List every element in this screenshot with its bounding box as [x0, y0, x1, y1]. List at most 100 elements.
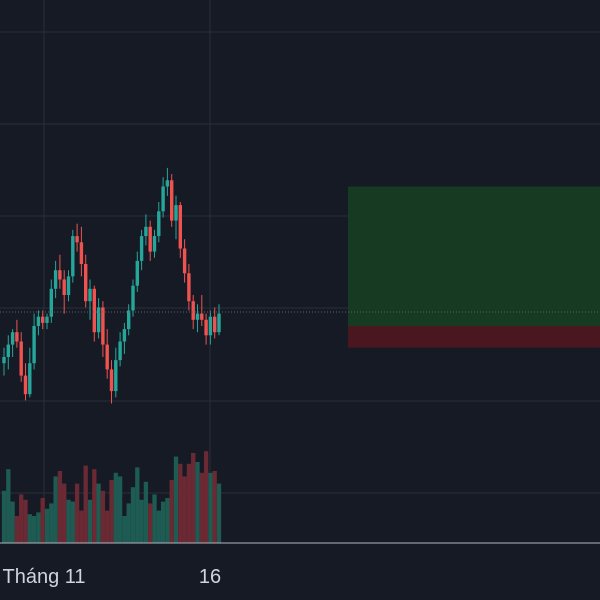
volume-bar	[19, 494, 24, 543]
candle	[139, 229, 144, 271]
volume-bar	[160, 501, 166, 543]
candle-body	[122, 329, 127, 342]
volume-bar	[191, 453, 196, 543]
candle-body	[105, 344, 109, 370]
candle-body	[139, 236, 144, 261]
volume-bar	[117, 476, 123, 543]
candle	[101, 301, 105, 357]
volume-bar	[6, 469, 11, 543]
volume-bar	[173, 456, 179, 543]
candle	[170, 174, 174, 227]
volume-bar	[148, 503, 153, 543]
candle-body	[23, 375, 28, 395]
volume-bar	[165, 498, 170, 543]
candle-body	[45, 316, 49, 323]
volume-bar	[182, 476, 187, 543]
volume-bar	[36, 512, 41, 543]
candle	[200, 295, 204, 326]
candle	[6, 335, 10, 370]
candle	[41, 310, 45, 330]
volume-bar	[66, 499, 71, 543]
volume-bar	[105, 510, 110, 543]
candle-body	[96, 307, 101, 333]
candle-body	[71, 236, 75, 277]
candle	[53, 260, 58, 299]
candle	[79, 226, 84, 277]
volume-bar	[122, 516, 127, 543]
volume-bar	[92, 469, 97, 543]
candle-body	[66, 276, 71, 295]
candle	[28, 347, 32, 398]
candle-body	[191, 301, 195, 320]
candle-body	[6, 344, 10, 357]
candle	[88, 279, 92, 320]
candle-body	[118, 341, 122, 361]
candle-body	[148, 226, 152, 252]
candle	[131, 279, 135, 317]
candle	[114, 347, 118, 398]
candle	[152, 229, 157, 258]
volume-bar	[113, 472, 118, 543]
volume-bar	[126, 503, 131, 543]
candle	[19, 332, 23, 382]
volume-bar	[1, 490, 7, 543]
volume-bar	[216, 483, 222, 543]
candle-body	[62, 279, 66, 295]
candle	[148, 220, 152, 261]
candle-body	[157, 211, 161, 237]
candle-body	[135, 260, 139, 286]
candle	[15, 319, 19, 348]
volume-bar	[49, 503, 54, 543]
candle-body	[200, 313, 204, 320]
candle	[62, 270, 66, 314]
candle-body	[170, 180, 174, 221]
volume-bar	[83, 465, 88, 543]
candle	[45, 313, 49, 330]
candle	[36, 310, 41, 336]
candle-body	[204, 319, 208, 336]
candle	[75, 223, 79, 252]
candle	[195, 304, 200, 333]
candle-body	[208, 316, 213, 336]
volume-bar	[70, 501, 75, 543]
candle	[127, 304, 131, 336]
volume-bar	[87, 499, 93, 543]
candle	[32, 313, 36, 370]
candle-body	[152, 236, 157, 252]
candle	[2, 347, 6, 376]
x-tick-label-thang-11: Tháng 11	[2, 566, 85, 588]
volume-bar	[139, 499, 144, 543]
candle-body	[49, 288, 53, 317]
volume-bar	[130, 487, 136, 543]
volume-bar	[31, 516, 37, 543]
position-tool[interactable]	[348, 186, 600, 348]
volume-bar	[74, 483, 80, 543]
candle-body	[114, 360, 118, 392]
volume-bar	[62, 483, 67, 543]
candle-body	[213, 316, 217, 333]
candle	[208, 310, 213, 345]
candle-body	[88, 288, 92, 302]
candle-body	[10, 332, 15, 345]
candle-body	[58, 270, 62, 280]
candle	[178, 202, 182, 258]
candle-body	[53, 270, 58, 289]
candle	[58, 254, 62, 289]
candle	[165, 167, 170, 196]
candle-body	[92, 288, 96, 333]
candle	[10, 329, 15, 357]
candle-body	[174, 205, 178, 221]
candle	[122, 322, 127, 354]
volume-bar	[23, 499, 28, 543]
candle-body	[28, 363, 32, 395]
volume-bar	[96, 483, 101, 543]
volume-bar	[109, 480, 114, 543]
candle-body	[101, 307, 105, 345]
candle	[135, 251, 139, 292]
candle-body	[127, 310, 131, 330]
candle	[217, 304, 221, 336]
volume-bar	[27, 514, 32, 543]
candle	[191, 295, 195, 330]
volume-bar	[40, 498, 45, 543]
